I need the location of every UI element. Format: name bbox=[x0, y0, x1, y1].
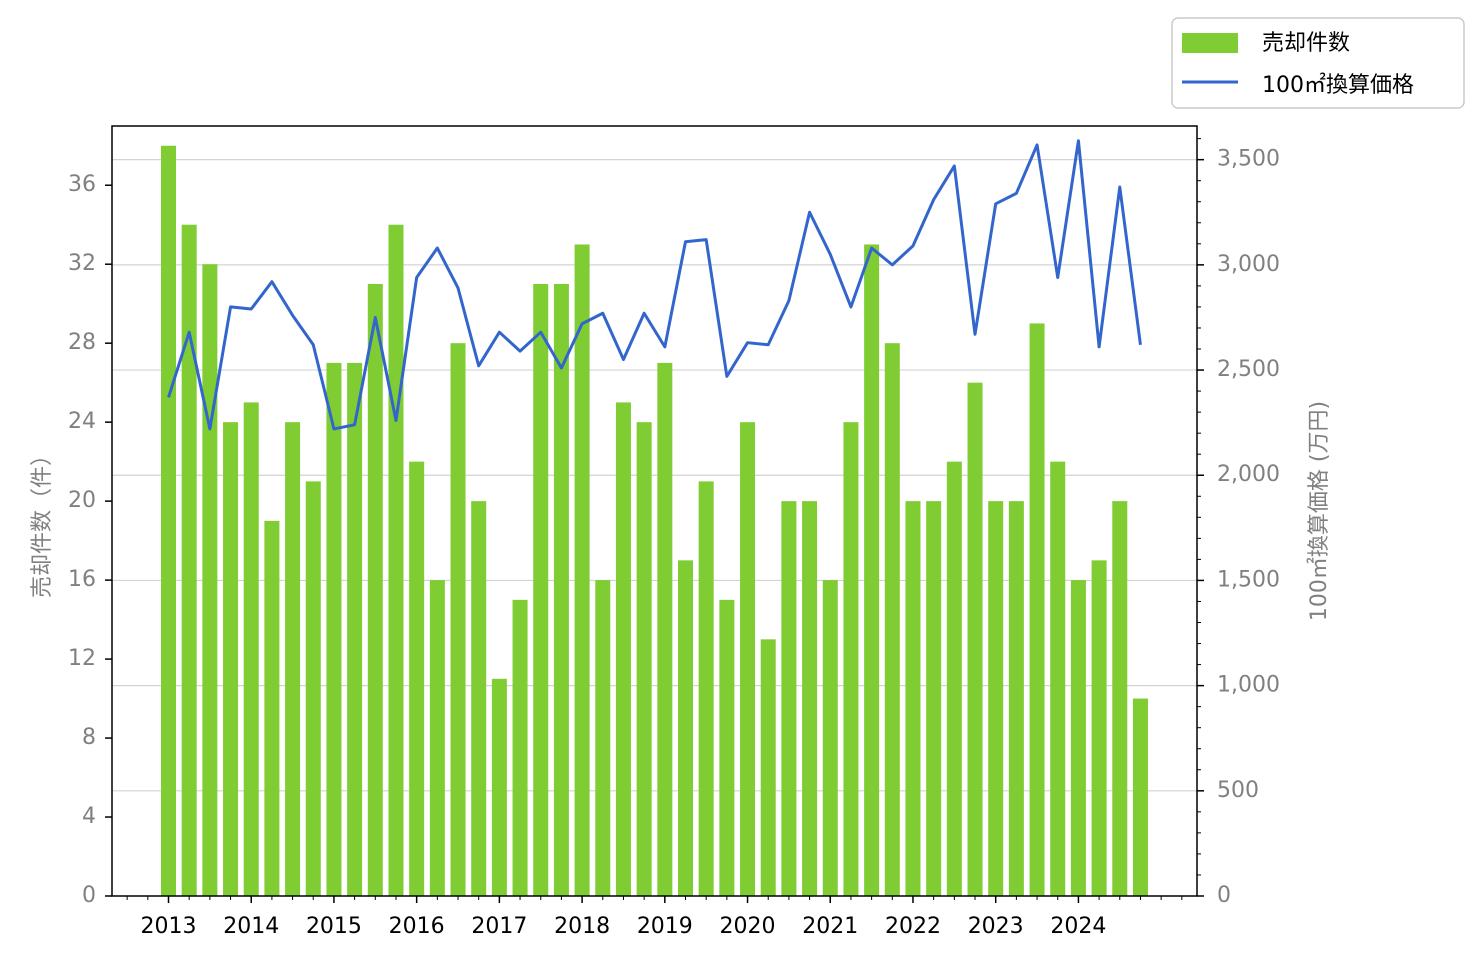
bar bbox=[223, 422, 239, 896]
bar bbox=[512, 599, 528, 896]
bar bbox=[1112, 501, 1128, 896]
bar bbox=[905, 501, 921, 896]
x-tick-label: 2023 bbox=[968, 914, 1024, 939]
plot-frame bbox=[111, 125, 1198, 897]
bar bbox=[1029, 323, 1045, 896]
bar bbox=[450, 343, 466, 897]
bar bbox=[657, 362, 673, 896]
bar bbox=[678, 560, 693, 896]
right-tick-label: 2,500 bbox=[1217, 357, 1280, 382]
bar bbox=[367, 283, 383, 896]
bar bbox=[926, 501, 942, 896]
bar bbox=[1008, 501, 1024, 896]
x-axis: 2013 2014 2015 2016 2017 2018 2019 2020 2021 2022… bbox=[126, 896, 1183, 939]
x-tick-label: 2015 bbox=[306, 914, 362, 939]
bar bbox=[202, 264, 218, 896]
left-tick-label: 0 bbox=[82, 883, 96, 908]
legend-bar-swatch bbox=[1182, 33, 1238, 53]
left-tick-label: 36 bbox=[68, 172, 96, 197]
right-tick-label: 500 bbox=[1217, 778, 1259, 803]
legend-bar-label: 売却件数 bbox=[1262, 31, 1350, 56]
bar bbox=[760, 639, 776, 896]
bar bbox=[471, 501, 487, 896]
x-tick-label: 2019 bbox=[637, 914, 693, 939]
right-tick-label: 3,500 bbox=[1217, 147, 1280, 172]
bar bbox=[388, 224, 404, 896]
bar bbox=[781, 501, 797, 896]
bar bbox=[347, 362, 363, 896]
bar bbox=[1132, 698, 1148, 896]
left-tick-label: 12 bbox=[68, 646, 96, 671]
bar bbox=[533, 283, 549, 896]
bar bbox=[1070, 580, 1086, 896]
bar bbox=[843, 422, 859, 896]
bar bbox=[285, 422, 301, 896]
left-tick-label: 32 bbox=[68, 251, 96, 276]
bar bbox=[181, 224, 197, 896]
bar bbox=[740, 422, 756, 896]
left-tick-label: 16 bbox=[68, 567, 96, 592]
x-tick-label: 2018 bbox=[554, 914, 610, 939]
left-tick-label: 28 bbox=[68, 330, 96, 355]
x-tick-label: 2014 bbox=[223, 914, 279, 939]
x-tick-label: 2013 bbox=[141, 914, 197, 939]
bar bbox=[161, 145, 176, 896]
bar bbox=[884, 343, 900, 897]
left-tick-label: 8 bbox=[82, 725, 96, 750]
left-axis-title: 売却件数（件） bbox=[30, 444, 55, 598]
right-tick-label: 3,000 bbox=[1217, 252, 1280, 277]
bar bbox=[595, 580, 611, 896]
legend-box bbox=[1171, 17, 1465, 109]
bar bbox=[553, 283, 569, 896]
bar bbox=[802, 501, 818, 896]
bar bbox=[491, 678, 507, 896]
right-tick-label: 0 bbox=[1217, 883, 1231, 908]
bar bbox=[574, 244, 590, 896]
x-tick-label: 2017 bbox=[471, 914, 527, 939]
right-axis: 0 500 1,000 1,500 2,000 2,500 3,000 3,500 bbox=[1197, 138, 1280, 908]
bar bbox=[864, 244, 880, 896]
left-tick-label: 20 bbox=[68, 488, 96, 513]
bar bbox=[429, 580, 445, 896]
bar bbox=[719, 599, 735, 896]
legend-line-label: 100㎡換算価格 bbox=[1262, 72, 1414, 98]
price-line bbox=[167, 139, 1142, 431]
bar bbox=[326, 362, 342, 896]
right-tick-label: 2,000 bbox=[1217, 462, 1280, 487]
bar bbox=[967, 382, 983, 897]
bar bbox=[615, 402, 631, 896]
bar bbox=[409, 461, 425, 896]
bar bbox=[822, 580, 838, 896]
legend: 売却件数 100㎡換算価格 bbox=[1171, 17, 1465, 109]
bar bbox=[988, 501, 1004, 896]
bar bbox=[946, 461, 962, 896]
bar-series bbox=[161, 145, 1148, 897]
left-axis: 0 4 8 12 16 20 24 28 32 36 bbox=[68, 172, 112, 908]
left-tick-label: 24 bbox=[68, 409, 96, 434]
bar bbox=[1050, 461, 1066, 896]
bar bbox=[264, 520, 280, 896]
x-tick-label: 2024 bbox=[1050, 914, 1106, 939]
right-tick-label: 1,500 bbox=[1217, 567, 1280, 592]
x-tick-label: 2020 bbox=[720, 914, 776, 939]
bar bbox=[243, 402, 259, 896]
bar bbox=[698, 481, 714, 896]
right-tick-label: 1,000 bbox=[1217, 673, 1280, 698]
x-tick-label: 2022 bbox=[885, 914, 941, 939]
left-tick-label: 4 bbox=[82, 804, 96, 829]
x-tick-label: 2021 bbox=[802, 914, 858, 939]
x-tick-label: 2016 bbox=[389, 914, 445, 939]
bar bbox=[305, 481, 321, 896]
bar bbox=[636, 422, 652, 896]
bar bbox=[1091, 560, 1107, 896]
right-axis-title: 100㎡換算価格 (万円) bbox=[1306, 401, 1332, 621]
